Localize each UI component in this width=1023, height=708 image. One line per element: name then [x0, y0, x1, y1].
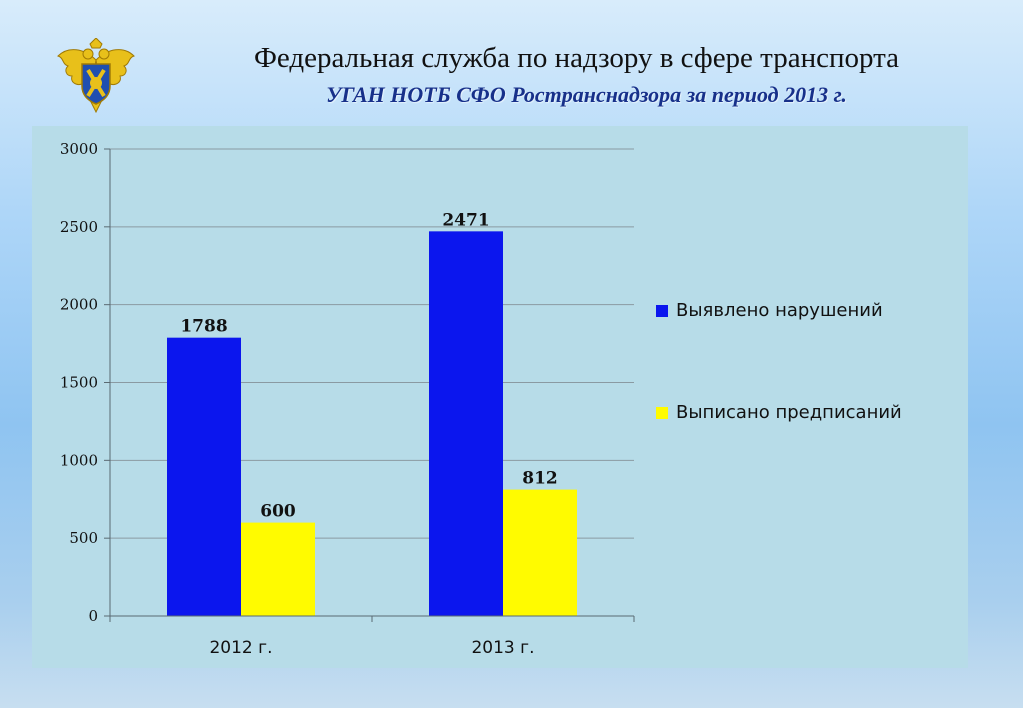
y-tick-label: 1000	[60, 451, 98, 469]
legend-swatch	[656, 305, 668, 317]
legend-swatch	[656, 407, 668, 419]
bar-1	[429, 231, 503, 616]
y-tick-label: 1500	[60, 374, 98, 392]
page-subtitle: УГАН НОТБ СФО Ространснадзора за период …	[326, 82, 847, 107]
y-tick-label: 500	[69, 529, 98, 547]
chart-panel: 0 500 1000 1500 2000 2500 3000 2012 г. 1788 600 20…	[32, 126, 968, 668]
bar-2	[503, 489, 577, 616]
y-tick-label: 0	[88, 607, 98, 625]
bar-2	[241, 522, 315, 616]
legend-label: Выявлено нарушений	[676, 300, 883, 321]
legend: Выявлено нарушений Выписано предписаний	[656, 300, 902, 423]
labels: 0 500 1000 1500 2000 2500 3000 2012 г. 1788 600 20…	[60, 140, 558, 658]
x-category-label: 2013 г.	[471, 638, 534, 658]
bar-1	[167, 337, 241, 616]
data-label: 600	[260, 502, 296, 522]
page-title: Федеральная служба по надзору в сфере тр…	[253, 42, 900, 74]
axes	[104, 148, 635, 622]
legend-label: Выписано предписаний	[676, 402, 902, 423]
data-label: 2471	[442, 210, 489, 230]
x-category-label: 2012 г.	[209, 638, 272, 658]
y-tick-label: 2000	[60, 296, 98, 314]
y-tick-label: 3000	[60, 140, 98, 158]
y-tick-label: 2500	[60, 218, 98, 236]
eagle-emblem-icon	[57, 38, 135, 114]
bar-chart: 0 500 1000 1500 2000 2500 3000 2012 г. 1788 600 20…	[60, 140, 902, 658]
bars	[167, 231, 577, 616]
data-label: 812	[522, 469, 558, 489]
data-label: 1788	[180, 317, 227, 337]
